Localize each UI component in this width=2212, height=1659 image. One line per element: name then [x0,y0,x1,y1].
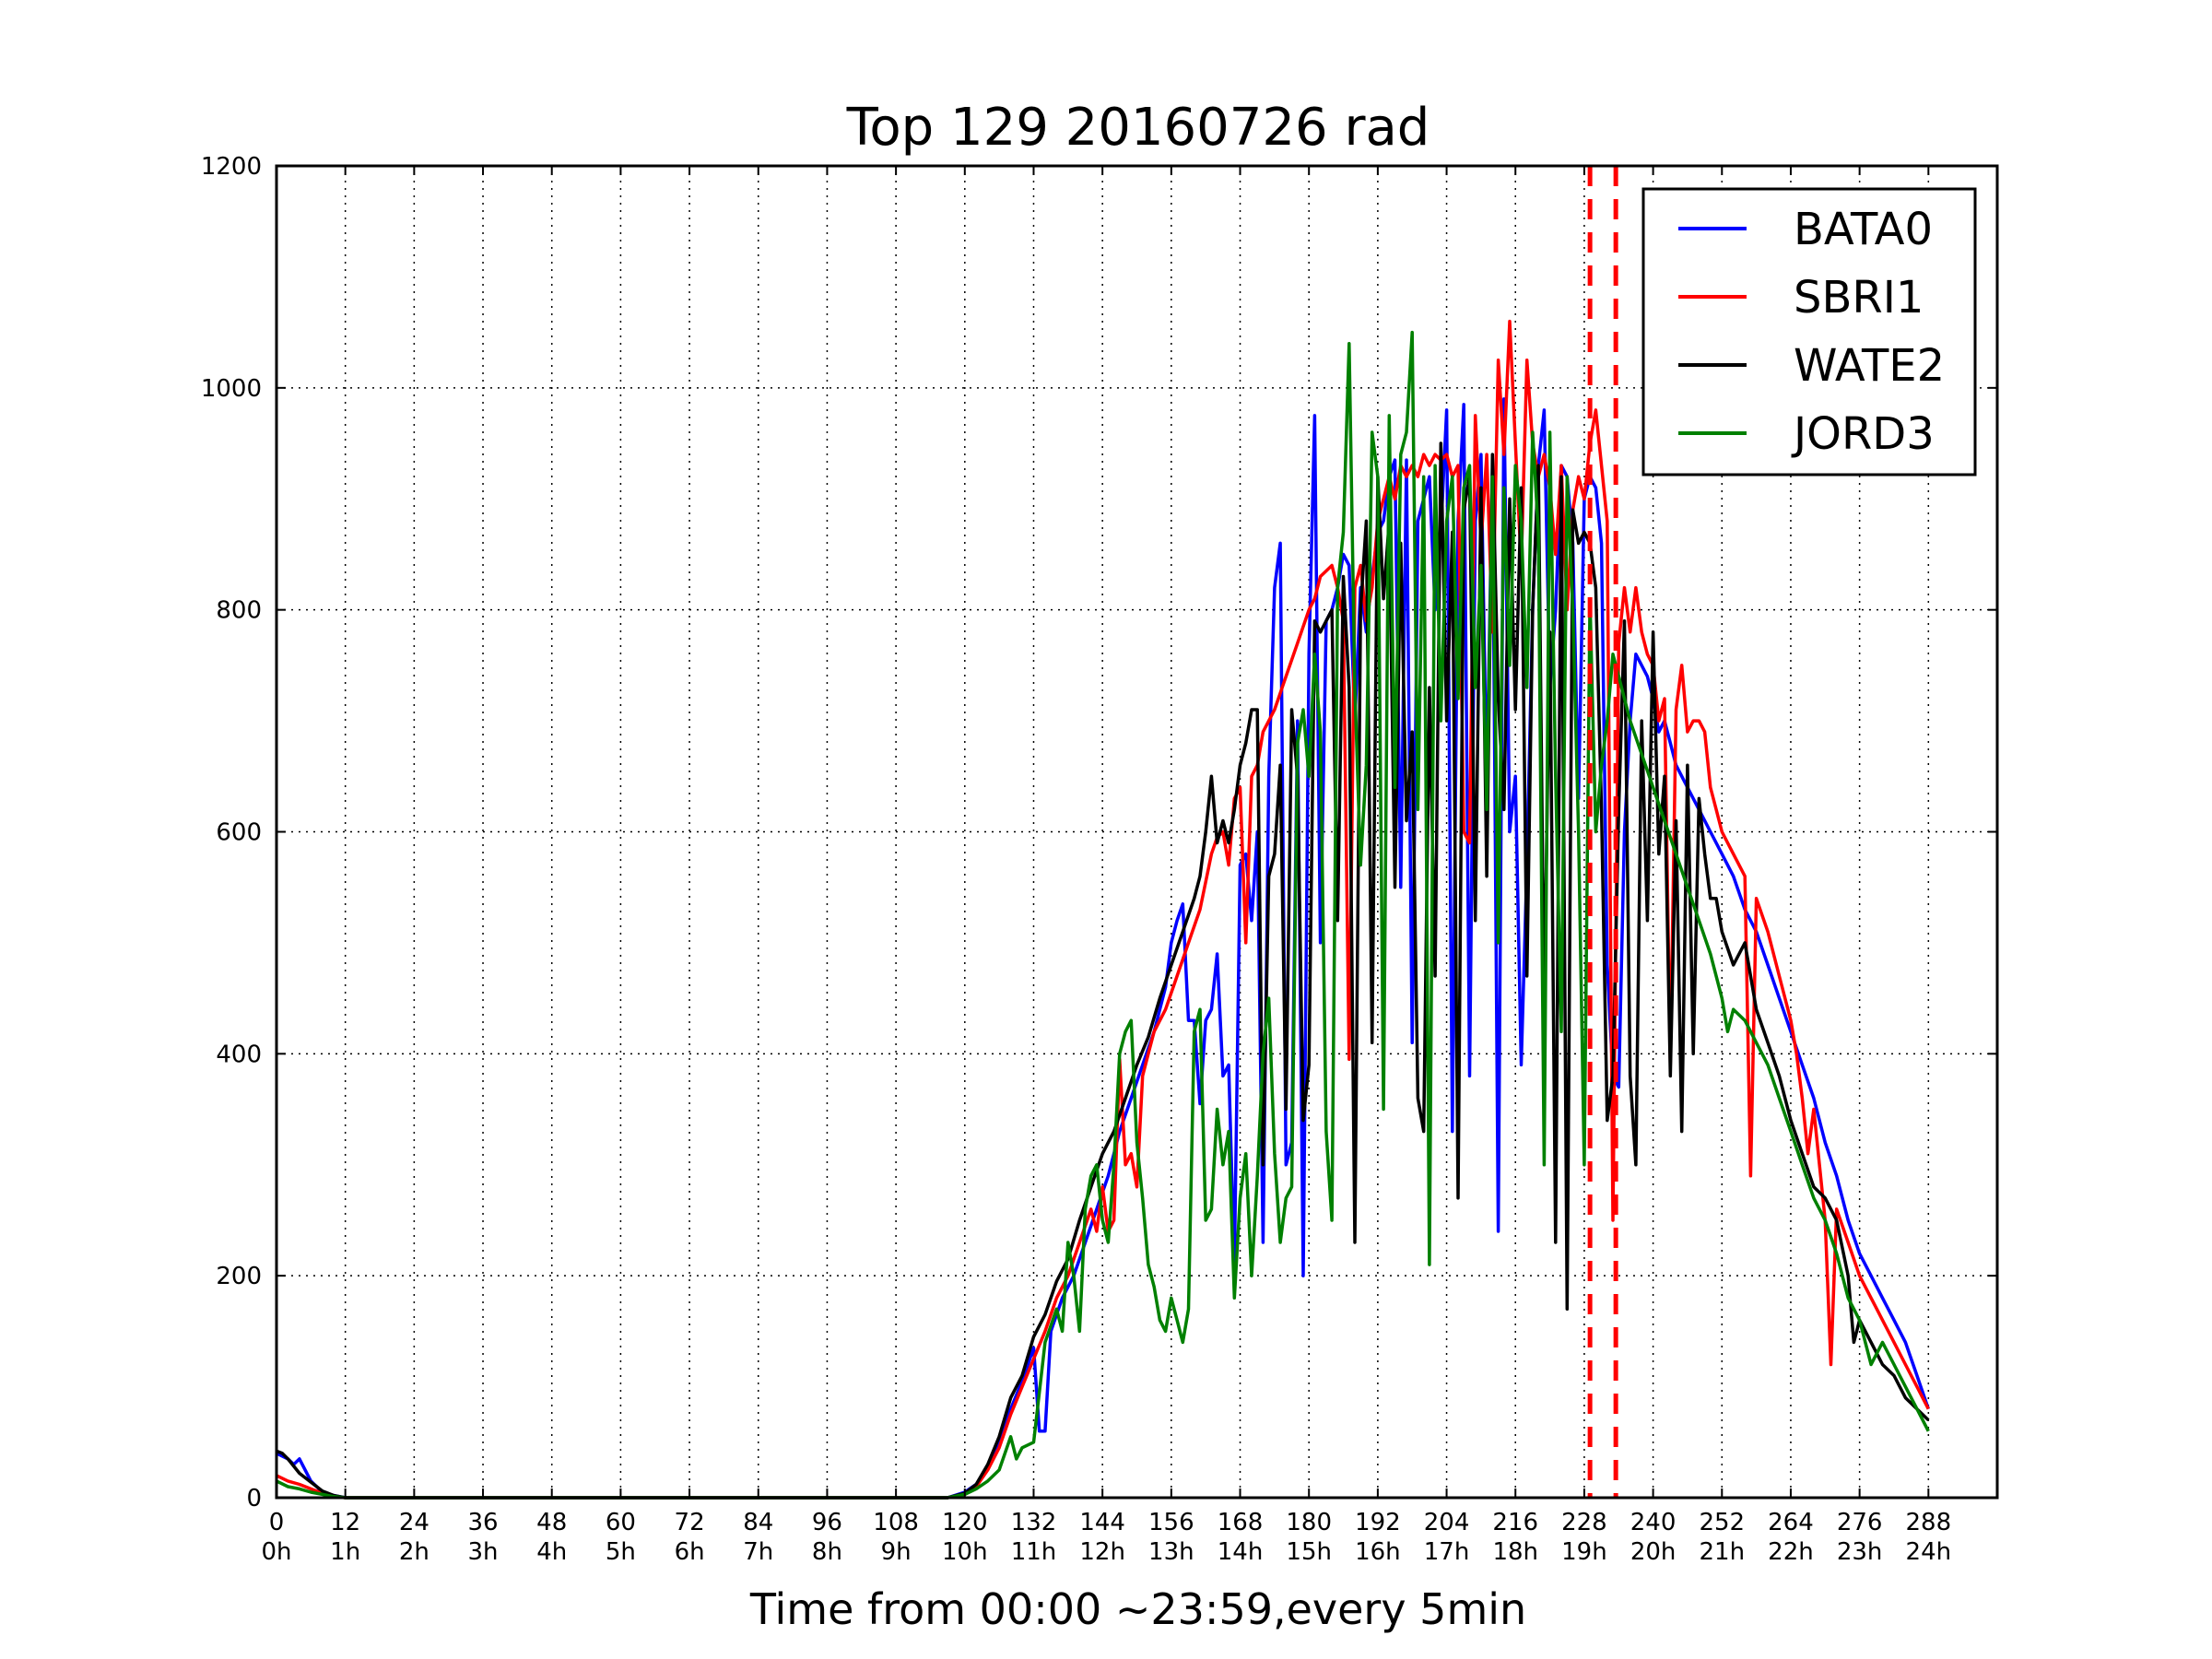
x-tick-label: 48 [536,1509,567,1536]
x-tick-label: 168 [1218,1509,1264,1536]
x-tick-label: 204 [1424,1509,1470,1536]
chart-title: Top 129 20160726 rad [846,98,1430,158]
x-tick-label-hour: 11h [1011,1538,1057,1566]
x-tick-label: 144 [1079,1509,1125,1536]
x-tick-label: 72 [675,1509,705,1536]
legend-label: JORD3 [1791,408,1935,460]
x-tick-label-hour: 1h [330,1538,360,1566]
y-tick-label: 200 [216,1263,262,1290]
x-tick-label-hour: 2h [399,1538,429,1566]
x-tick-label-hour: 17h [1424,1538,1470,1566]
x-tick-label-hour: 3h [468,1538,499,1566]
x-tick-label-hour: 22h [1768,1538,1814,1566]
x-tick-label-hour: 7h [743,1538,773,1566]
x-tick-label: 12 [330,1509,360,1536]
x-tick-label-hour: 18h [1492,1538,1538,1566]
x-tick-label-hour: 19h [1561,1538,1607,1566]
x-tick-label-hour: 21h [1699,1538,1745,1566]
x-tick-label: 216 [1492,1509,1538,1536]
y-tick-label: 600 [216,819,262,847]
series-lines [276,319,1930,1500]
x-tick-label: 96 [812,1509,842,1536]
y-tick-label: 1000 [201,375,262,403]
x-tick-label-hour: 13h [1148,1538,1194,1566]
y-tick-label: 0 [246,1485,262,1512]
x-tick-label-hour: 20h [1630,1538,1677,1566]
legend: BATA0 SBRI1 WATE2 JORD3 [1641,187,1977,477]
x-tick-label: 192 [1355,1509,1401,1536]
x-tick-label: 60 [606,1509,636,1536]
x-tick-label-hour: 6h [675,1538,705,1566]
x-tick-label: 24 [399,1509,429,1536]
y-tick-label: 800 [216,597,262,625]
x-tick-label-hour: 14h [1218,1538,1264,1566]
x-tick-label: 36 [467,1509,498,1536]
x-tick-label-hour: 5h [606,1538,636,1566]
legend-box [1641,187,1977,477]
x-tick-label: 120 [942,1509,988,1536]
x-tick-label: 108 [873,1509,919,1536]
x-tick-label-hour: 16h [1355,1538,1401,1566]
x-axis-label: Time from 00:00 ~23:59,every 5min [749,1584,1526,1634]
x-tick-label-hour: 4h [536,1538,567,1566]
x-tick-label-hour: 23h [1837,1538,1883,1566]
x-tick-label: 132 [1011,1509,1057,1536]
x-tick-label-hour: 10h [942,1538,988,1566]
x-tick-label-hour: 12h [1079,1538,1125,1566]
x-tick-label: 240 [1630,1509,1677,1536]
x-tick-label: 228 [1561,1509,1607,1536]
x-tick-label: 264 [1768,1509,1814,1536]
y-tick-label: 1200 [201,153,262,181]
series-line-jord3 [276,330,1930,1500]
x-tick-label: 252 [1699,1509,1745,1536]
x-tick-label: 180 [1286,1509,1332,1536]
marker-lines [1587,166,1618,1498]
y-tick-label: 400 [216,1041,262,1068]
legend-label: BATA0 [1794,204,1933,255]
axis-ticks: 00h121h242h363h484h605h726h847h968h1089h… [201,153,1997,1566]
x-tick-label-hour: 0h [261,1538,291,1566]
x-tick-label-hour: 8h [812,1538,842,1566]
x-tick-label: 84 [743,1509,773,1536]
x-tick-label: 0 [269,1509,285,1536]
x-tick-label: 156 [1148,1509,1194,1536]
x-tick-label: 288 [1905,1509,1951,1536]
x-tick-label-hour: 24h [1906,1538,1952,1566]
x-tick-label-hour: 9h [881,1538,912,1566]
legend-label: WATE2 [1794,340,1945,392]
x-tick-label-hour: 15h [1286,1538,1332,1566]
x-tick-label: 276 [1837,1509,1883,1536]
legend-label: SBRI1 [1794,272,1924,324]
